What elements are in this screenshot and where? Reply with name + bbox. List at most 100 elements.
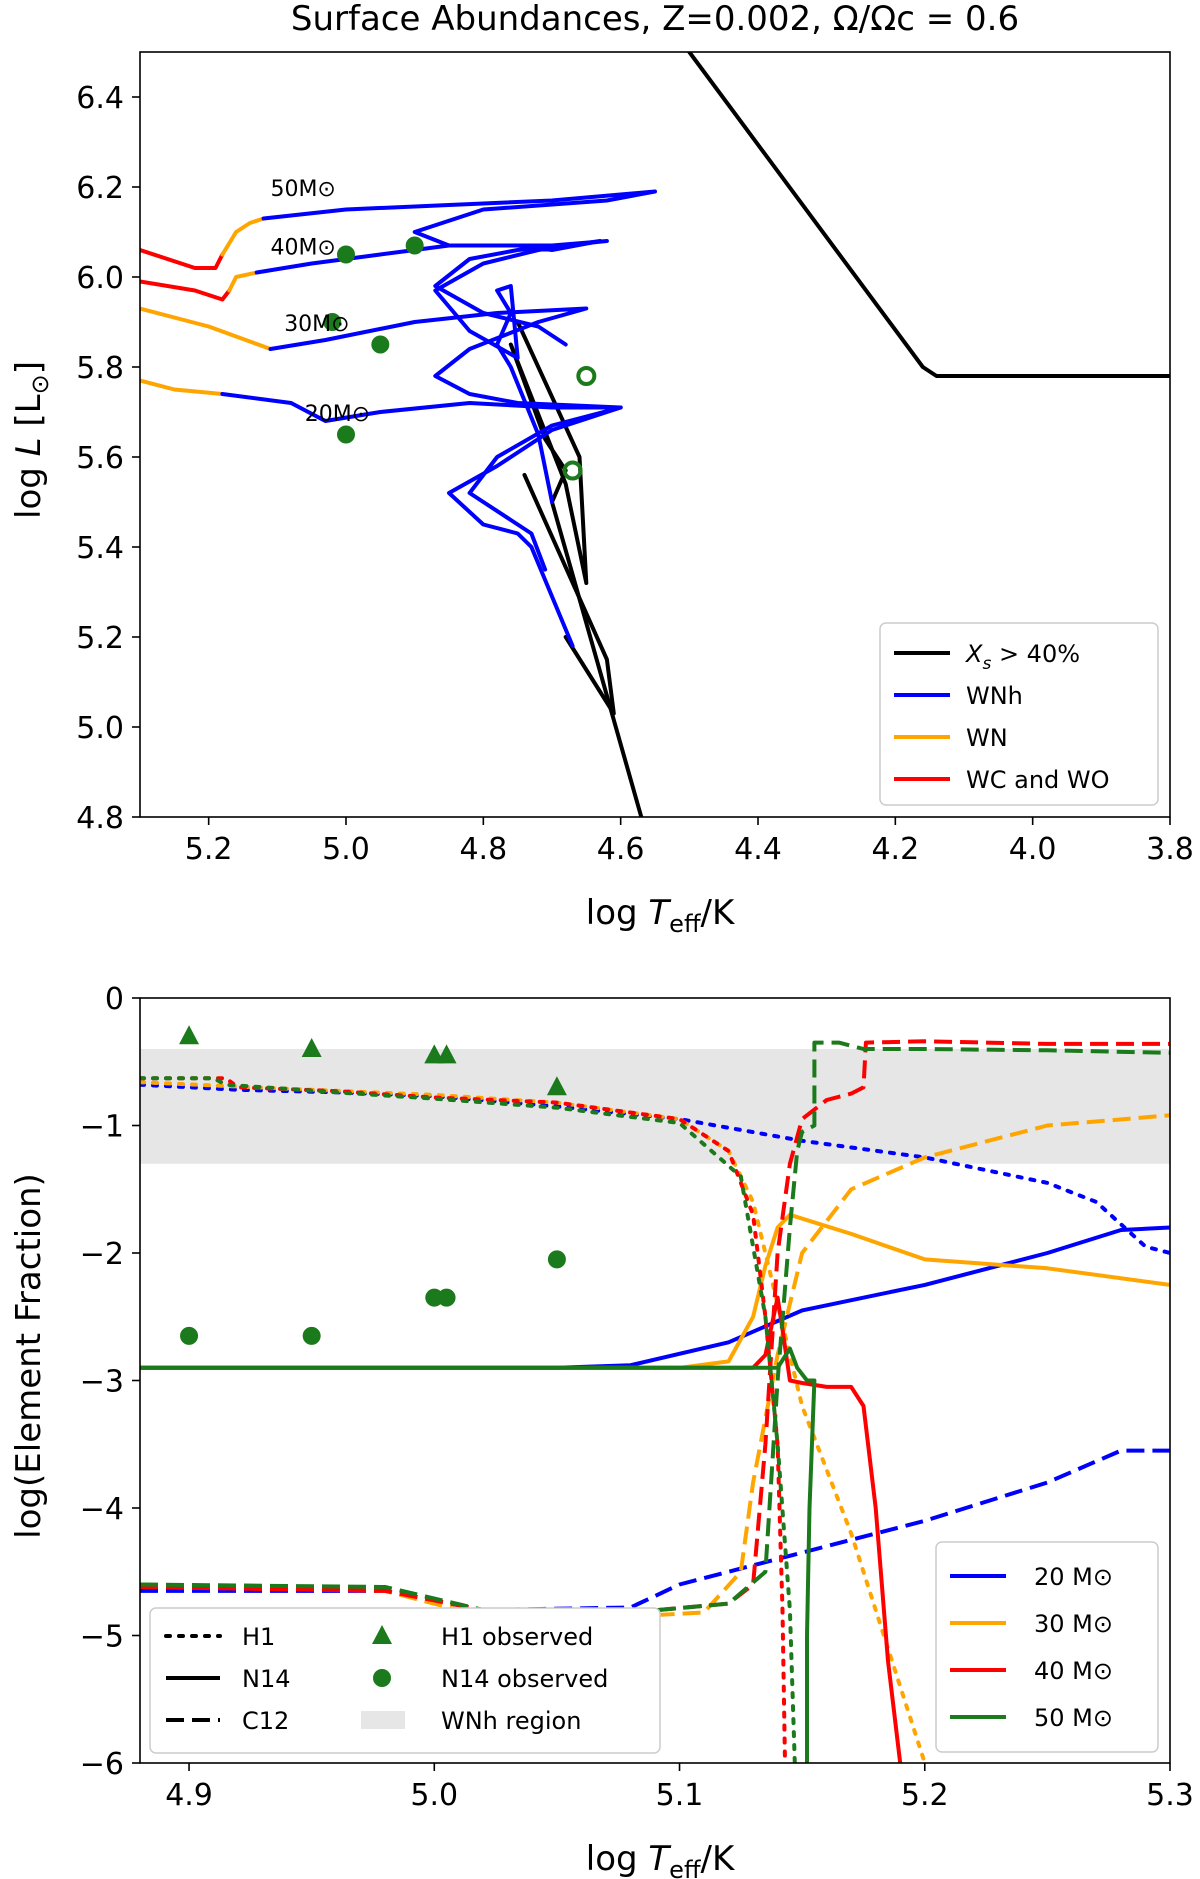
hr-legend-label: WN xyxy=(966,724,1008,752)
observed-star-2 xyxy=(323,313,342,331)
hr-x-tick-label: 3.8 xyxy=(1146,832,1194,867)
n14-observed-point xyxy=(302,1326,321,1345)
h1-observed-point xyxy=(301,1038,322,1057)
hr-legend-label: Xs > 40% xyxy=(964,640,1080,674)
mass-legend-label: 50 M⊙ xyxy=(1034,1704,1113,1732)
observed-star-6 xyxy=(562,460,583,481)
h1-observed-point xyxy=(546,1076,567,1096)
abundance-y-tick-label: −2 xyxy=(80,1237,124,1272)
hr-plot-area: 50M⊙ 40M⊙ 30M⊙ 20M⊙ xyxy=(140,52,1170,817)
hr-frame xyxy=(139,51,1171,818)
style-legend-label: N14 observed xyxy=(441,1665,608,1693)
abundance-panel: 4.9 5.0 5.1 5.2 5.30−1−2−3−4−5−6 log Teff/K … xyxy=(9,982,1194,1879)
hr-x-tick-label: 5.0 xyxy=(322,832,370,867)
abundance-x-axis-label: log Teff/K xyxy=(586,1839,736,1879)
hr-axes: 5.2 5.0 4.8 4.6 4.4 4.2 4.0 3.8 4.8 5.0 5.2 5.4 5.6 5… xyxy=(76,51,1194,867)
mass-legend-label: 40 M⊙ xyxy=(1034,1657,1113,1685)
abundance-y-tick-label: 0 xyxy=(105,982,124,1017)
track-WC-6 xyxy=(140,279,232,302)
hr-y-tick-label: 4.8 xyxy=(76,801,124,836)
wnh-region-band xyxy=(140,1049,1170,1164)
hr-y-tick-label: 6.0 xyxy=(76,261,124,296)
hr-legend-box xyxy=(879,622,1159,806)
observed-star-4 xyxy=(337,425,355,444)
hr-y-tick-label: 5.4 xyxy=(76,531,124,566)
n14-observed-point xyxy=(437,1288,456,1307)
hr-x-axis-label: log Teff/K xyxy=(586,893,736,938)
hr-x-tick-label: 4.6 xyxy=(597,832,645,867)
abundance-x-tick-label: 4.9 xyxy=(165,1778,213,1813)
style-legend-band-patch xyxy=(361,1711,405,1729)
track-Xs-2 xyxy=(522,473,616,716)
hr-diagram-panel: 50M⊙ 40M⊙ 30M⊙ 20M⊙ 5.2 5.0 4.8 4.6 4.4 4.2 4.0 3.… xyxy=(9,51,1194,938)
track-WN-9 xyxy=(140,306,273,351)
series-50-N14 xyxy=(140,1346,817,1763)
hr-y-tick-label: 5.0 xyxy=(76,711,124,746)
abundance-plot-area xyxy=(140,1025,1170,1763)
track-Xs-0 xyxy=(687,52,1170,378)
track-WN-4 xyxy=(220,216,266,257)
abundance-x-tick-label: 5.0 xyxy=(410,1778,458,1813)
hr-legend: Xs > 40% WNh WN WC and WO xyxy=(879,622,1159,806)
abundance-x-tick-label: 5.1 xyxy=(656,1778,704,1813)
track-WN-7 xyxy=(227,270,259,293)
h1-observed-point xyxy=(179,1025,200,1045)
n14-observed-point xyxy=(547,1250,566,1269)
mass-label-3: 20M⊙ xyxy=(305,402,370,427)
mass-legend-label: 30 M⊙ xyxy=(1034,1610,1113,1638)
hr-x-tick-label: 4.8 xyxy=(459,832,507,867)
style-legend-label: C12 xyxy=(242,1707,289,1735)
hr-legend-label: WC and WO xyxy=(966,766,1110,794)
style-legend-n14-marker xyxy=(373,1669,391,1687)
abundance-y-tick-label: −1 xyxy=(80,1110,124,1145)
hr-x-tick-label: 5.2 xyxy=(185,832,233,867)
style-legend-label: H1 observed xyxy=(441,1623,593,1651)
style-legend-label: H1 xyxy=(242,1623,275,1651)
mass-label-2: 30M⊙ xyxy=(284,312,349,337)
style-legend-label: WNh region xyxy=(441,1707,581,1735)
track-WNh-8 xyxy=(254,239,603,504)
style-legend-label: N14 xyxy=(242,1665,291,1693)
h1-observed-point xyxy=(436,1044,457,1064)
abundance-y-tick-label: −4 xyxy=(80,1492,124,1527)
mass-label-1: 40M⊙ xyxy=(270,236,335,261)
series-40-N14 xyxy=(140,1295,903,1763)
track-WN-11 xyxy=(140,378,225,396)
series-50-H1 xyxy=(140,1076,797,1763)
abundance-y-tick-label: −5 xyxy=(80,1620,124,1655)
track-WNh-12 xyxy=(220,392,623,572)
mass-legend-label: 20 M⊙ xyxy=(1034,1563,1113,1591)
abundance-y-axis-label: log(Element Fraction) xyxy=(9,1173,49,1539)
track-Xs-1 xyxy=(508,320,644,817)
observed-star-5 xyxy=(576,366,597,386)
abundance-x-tick-label: 5.2 xyxy=(901,1778,949,1813)
hr-y-tick-label: 5.8 xyxy=(76,351,124,386)
hr-y-tick-label: 5.2 xyxy=(76,621,124,656)
hr-y-tick-label: 6.2 xyxy=(76,171,124,206)
track-WNh-10 xyxy=(268,306,623,648)
hr-legend-label: WNh xyxy=(966,682,1023,710)
abundance-x-tick-label: 5.3 xyxy=(1146,1778,1194,1813)
figure-title: Surface Abundances, Z=0.002, Ω/Ωc = 0.6 xyxy=(291,0,1019,39)
hr-y-axis-label: log L [L⊙] xyxy=(9,361,54,519)
observed-star-1 xyxy=(405,236,424,255)
track-WC-3 xyxy=(140,248,225,270)
hr-x-tick-label: 4.2 xyxy=(871,832,919,867)
style-legend: H1 N14 C12 H1 observed N14 observed WNh regio… xyxy=(149,1607,661,1754)
mass-legend: 20 M⊙ 30 M⊙ 40 M⊙ 50 M⊙ xyxy=(935,1541,1159,1753)
observed-star-3 xyxy=(371,335,390,354)
abundance-y-tick-label: −6 xyxy=(80,1747,124,1782)
mass-legend-box xyxy=(935,1541,1159,1753)
observed-star-0 xyxy=(337,245,355,264)
hr-x-tick-label: 4.0 xyxy=(1009,832,1057,867)
abundance-axes: 4.9 5.0 5.1 5.2 5.3 0 −1 −2 −3 −4 −5 −6 xyxy=(80,982,1194,1813)
hr-y-tick-label: 6.4 xyxy=(76,81,124,116)
series-20-N14 xyxy=(140,1225,1170,1370)
hr-y-tick-label: 5.6 xyxy=(76,441,124,476)
style-legend-box xyxy=(149,1607,661,1754)
abundance-series xyxy=(140,1039,1170,1763)
hr-x-tick-label: 4.4 xyxy=(734,832,782,867)
mass-label-0: 50M⊙ xyxy=(270,177,335,202)
series-40-H1 xyxy=(140,1076,787,1763)
